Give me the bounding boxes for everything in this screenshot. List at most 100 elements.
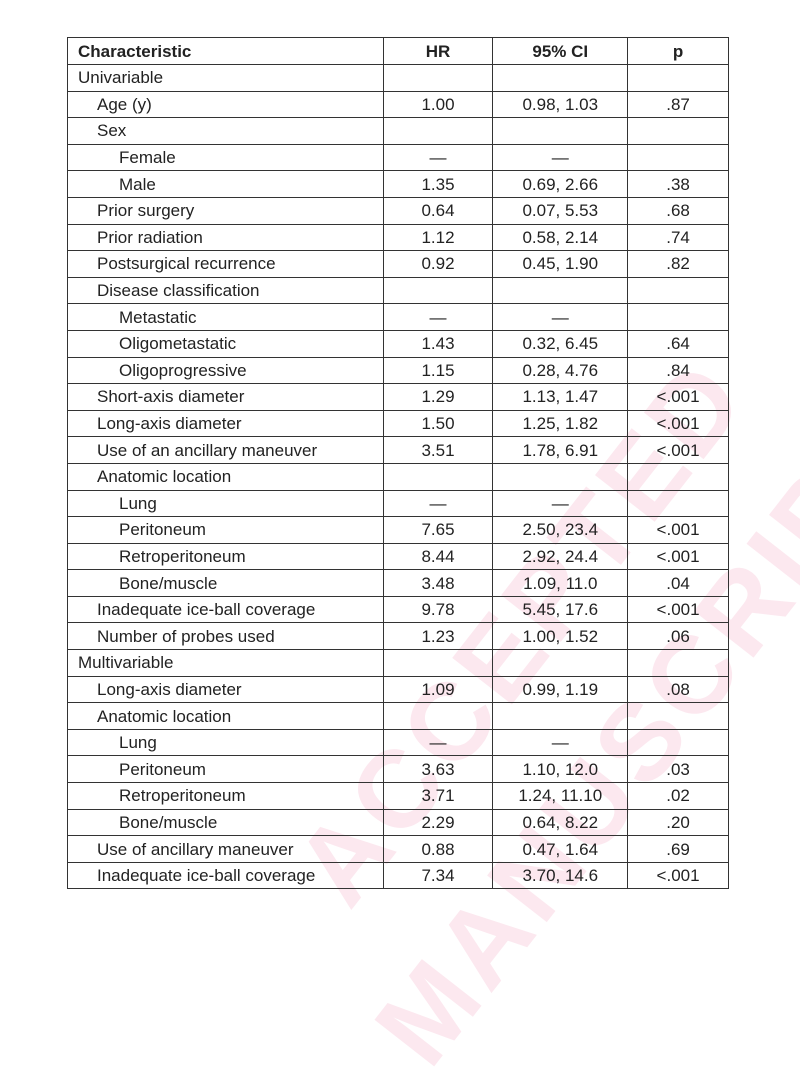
- cell-hr: 1.43: [382, 329, 494, 358]
- table-row: Prior radiation 1.12 0.58, 2.14.74: [67, 223, 729, 252]
- cell-hr: 1.12: [382, 223, 494, 252]
- table-row: Long-axis diameter 1.09 0.99, 1.19.08: [67, 675, 729, 704]
- cell-hr: 8.44: [382, 542, 494, 571]
- table-row: Age (y) 1.00 0.98, 1.03.87: [67, 90, 729, 119]
- cell-ci: 0.07, 5.53: [492, 196, 629, 225]
- cell-p: .82: [627, 250, 729, 278]
- cell-p: .64: [627, 329, 729, 358]
- cell-hr: 1.50: [382, 409, 494, 438]
- cell-p: .38: [627, 170, 729, 198]
- cell-hr: —: [382, 728, 494, 757]
- table-row: Use of ancillary maneuver 0.88 0.47, 1.64.…: [67, 835, 729, 863]
- cell-ci: 0.69, 2.66: [492, 170, 629, 198]
- cell-characteristic: Prior surgery: [67, 196, 384, 225]
- cell-ci: 1.78, 6.91: [492, 436, 629, 464]
- table-row: Disease classification: [67, 276, 729, 305]
- header-p: p: [627, 37, 729, 65]
- cell-p: [627, 276, 729, 305]
- header-characteristic: Characteristic: [67, 37, 384, 65]
- cell-ci: [492, 462, 629, 491]
- cell-hr: 0.64: [382, 196, 494, 225]
- table-row: Anatomic location: [67, 702, 729, 730]
- cell-characteristic: Lung: [67, 728, 384, 757]
- cell-p: [627, 462, 729, 491]
- cell-ci: 1.24, 11.10: [492, 782, 629, 810]
- table-row: Retroperitoneum 8.44 2.92, 24.4 <.001: [67, 542, 729, 571]
- cell-characteristic: Sex: [67, 117, 384, 145]
- cell-hr: [382, 702, 494, 730]
- cell-p: [627, 64, 729, 92]
- cell-ci: 0.64, 8.22: [492, 808, 629, 837]
- cell-characteristic: Lung: [67, 489, 384, 518]
- table-row: Prior surgery 0.64 0.07, 5.53.68: [67, 196, 729, 225]
- cell-ci: [492, 276, 629, 305]
- cell-ci: 1.09, 11.0: [492, 569, 629, 597]
- cell-p: .08: [627, 675, 729, 704]
- cell-ci: 1.10, 12.0: [492, 755, 629, 784]
- cell-hr: 1.15: [382, 356, 494, 385]
- cell-characteristic: Number of probes used: [67, 622, 384, 651]
- cell-p: .03: [627, 755, 729, 784]
- cell-hr: 7.65: [382, 516, 494, 544]
- cell-p: <.001: [627, 436, 729, 464]
- cell-p: [627, 489, 729, 518]
- cell-ci: —: [492, 143, 629, 172]
- cell-ci: [492, 702, 629, 730]
- cell-characteristic: Peritoneum: [67, 755, 384, 784]
- table-row: Multivariable: [67, 649, 729, 677]
- cell-ci: 1.25, 1.82: [492, 409, 629, 438]
- cell-hr: 0.92: [382, 250, 494, 278]
- cell-hr: 0.88: [382, 835, 494, 863]
- cell-hr: —: [382, 489, 494, 518]
- cell-p: .04: [627, 569, 729, 597]
- cell-hr: [382, 649, 494, 677]
- cell-ci: 1.13, 1.47: [492, 383, 629, 411]
- cell-characteristic: Bone/muscle: [67, 569, 384, 597]
- table-row: Use of an ancillary maneuver 3.51 1.78, 6.…: [67, 436, 729, 464]
- cell-characteristic: Disease classification: [67, 276, 384, 305]
- cell-p: .87: [627, 90, 729, 119]
- cell-p: .69: [627, 835, 729, 863]
- cell-ci: 0.98, 1.03: [492, 90, 629, 119]
- cell-p: <.001: [627, 516, 729, 544]
- cell-ci: 3.70, 14.6: [492, 861, 629, 890]
- cell-ci: 1.00, 1.52: [492, 622, 629, 651]
- cell-characteristic: Long-axis diameter: [67, 675, 384, 704]
- table-row: Bone/muscle 2.29 0.64, 8.22.20: [67, 808, 729, 837]
- cell-characteristic: Multivariable: [67, 649, 384, 677]
- cell-ci: [492, 117, 629, 145]
- cell-p: .68: [627, 196, 729, 225]
- cell-ci: 0.58, 2.14: [492, 223, 629, 252]
- cell-ci: 2.92, 24.4: [492, 542, 629, 571]
- table-row: Peritoneum 3.63 1.10, 12.0.03: [67, 755, 729, 784]
- cell-p: .74: [627, 223, 729, 252]
- cell-ci: 0.47, 1.64: [492, 835, 629, 863]
- cell-characteristic: Retroperitoneum: [67, 782, 384, 810]
- cell-ci: —: [492, 489, 629, 518]
- cell-p: [627, 117, 729, 145]
- cell-hr: [382, 462, 494, 491]
- cell-ci: —: [492, 303, 629, 331]
- cell-characteristic: Use of an ancillary maneuver: [67, 436, 384, 464]
- cell-ci: 0.32, 6.45: [492, 329, 629, 358]
- cell-characteristic: Oligoprogressive: [67, 356, 384, 385]
- cell-hr: 7.34: [382, 861, 494, 890]
- cell-characteristic: Retroperitoneum: [67, 542, 384, 571]
- cell-characteristic: Age (y): [67, 90, 384, 119]
- cell-characteristic: Inadequate ice-ball coverage: [67, 861, 384, 890]
- cell-p: <.001: [627, 542, 729, 571]
- cell-hr: —: [382, 303, 494, 331]
- cell-p: [627, 649, 729, 677]
- cell-ci: 2.50, 23.4: [492, 516, 629, 544]
- cell-characteristic: Univariable: [67, 64, 384, 92]
- table-row: Inadequate ice-ball coverage 9.78 5.45, 17…: [67, 595, 729, 624]
- cell-characteristic: Bone/muscle: [67, 808, 384, 837]
- cell-characteristic: Postsurgical recurrence: [67, 250, 384, 278]
- cell-ci: 5.45, 17.6: [492, 595, 629, 624]
- cell-ci: —: [492, 728, 629, 757]
- cell-hr: 1.00: [382, 90, 494, 119]
- cell-characteristic: Anatomic location: [67, 462, 384, 491]
- cell-characteristic: Prior radiation: [67, 223, 384, 252]
- cell-hr: 1.09: [382, 675, 494, 704]
- header-row: Characteristic HR 95% CI p: [67, 37, 729, 65]
